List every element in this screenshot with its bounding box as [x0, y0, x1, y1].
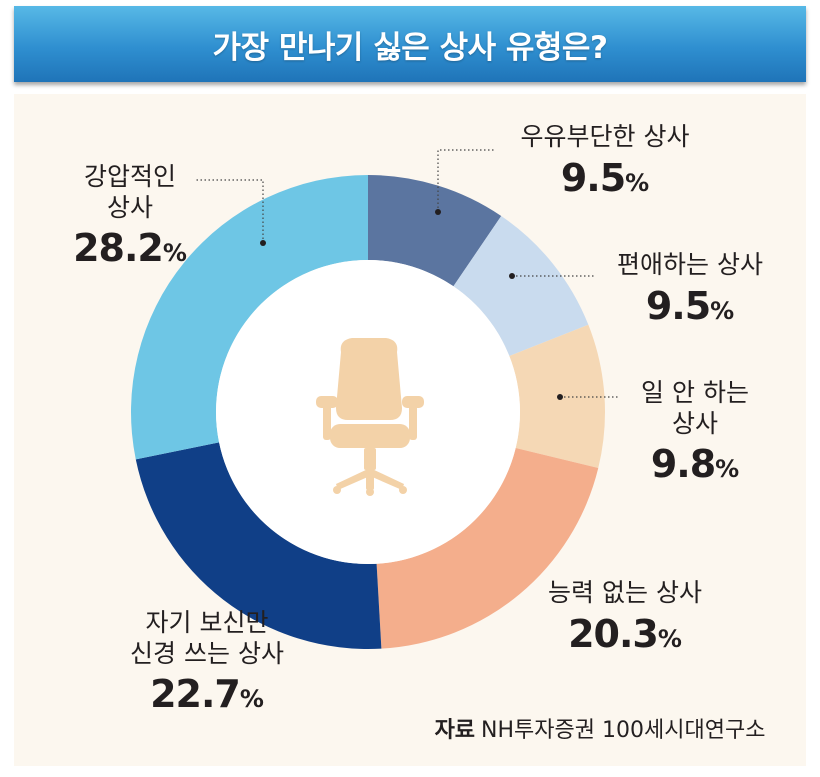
slice-label: 편애하는 상사 9.5%	[590, 250, 790, 329]
slice-label-value: 9.8%	[615, 441, 775, 487]
office-chair-icon	[316, 338, 424, 496]
slice-label-name: 신경 쓰는 상사	[130, 638, 284, 668]
slice-label: 일 안 하는 상사 9.8%	[615, 378, 775, 487]
slice-label: 강압적인 상사 28.2%	[60, 162, 200, 271]
slice-value-number: 22.7	[150, 672, 241, 716]
slice-value-unit: %	[625, 168, 650, 197]
slice-label-name: 상사	[106, 192, 153, 222]
source-label: 자료	[434, 718, 476, 743]
leader-dot	[557, 394, 563, 400]
slice-label: 우유부단한 상사 9.5%	[490, 122, 720, 201]
donut-slice	[368, 175, 502, 287]
slice-label: 자기 보신만 신경 쓰는 상사 22.7%	[92, 608, 322, 717]
slice-value-unit: %	[715, 455, 740, 483]
slice-label-value: 20.3%	[510, 611, 740, 657]
slice-value-number: 20.3	[568, 611, 659, 656]
leader-line	[437, 149, 496, 212]
slice-value-number: 9.5	[560, 155, 626, 200]
donut-slice	[135, 442, 382, 649]
slice-label-name: 능력 없는 상사	[548, 578, 702, 607]
slice-label: 능력 없는 상사 20.3%	[510, 578, 740, 657]
slice-value-unit: %	[162, 239, 187, 267]
slice-value-unit: %	[239, 685, 264, 713]
donut-slice	[131, 175, 368, 460]
donut-slice	[453, 215, 589, 357]
slice-label-name: 강압적인	[83, 162, 176, 191]
slice-value-number: 9.5	[645, 283, 711, 328]
source-text: NH투자증권 100세시대연구소	[481, 718, 766, 743]
slice-label-name: 우유부단한 상사	[520, 122, 690, 151]
slice-value-unit: %	[657, 624, 682, 653]
leader-dot	[509, 273, 515, 279]
slice-label-value: 9.5%	[590, 283, 790, 329]
donut-slice	[376, 447, 599, 649]
slice-value-number: 9.8	[650, 442, 716, 486]
leader-dot	[260, 240, 266, 246]
slice-label-value: 28.2%	[60, 225, 200, 271]
slice-label-value: 9.5%	[490, 155, 720, 201]
title-bar: 가장 만나기 싫은 상사 유형은?	[14, 6, 806, 82]
slice-value-number: 28.2	[73, 226, 164, 270]
slice-label-name: 자기 보신만	[145, 608, 269, 637]
slice-label-name: 일 안 하는	[641, 378, 749, 407]
leader-line	[196, 179, 264, 243]
slice-value-unit: %	[710, 296, 735, 325]
slice-label-name: 상사	[671, 408, 718, 438]
source-note: 자료 NH투자증권 100세시대연구소	[400, 712, 800, 744]
slice-label-value: 22.7%	[92, 671, 322, 717]
slice-label-name: 편애하는 상사	[617, 250, 763, 279]
chart-title: 가장 만나기 싫은 상사 유형은?	[212, 29, 608, 66]
leader-dot	[435, 209, 441, 215]
